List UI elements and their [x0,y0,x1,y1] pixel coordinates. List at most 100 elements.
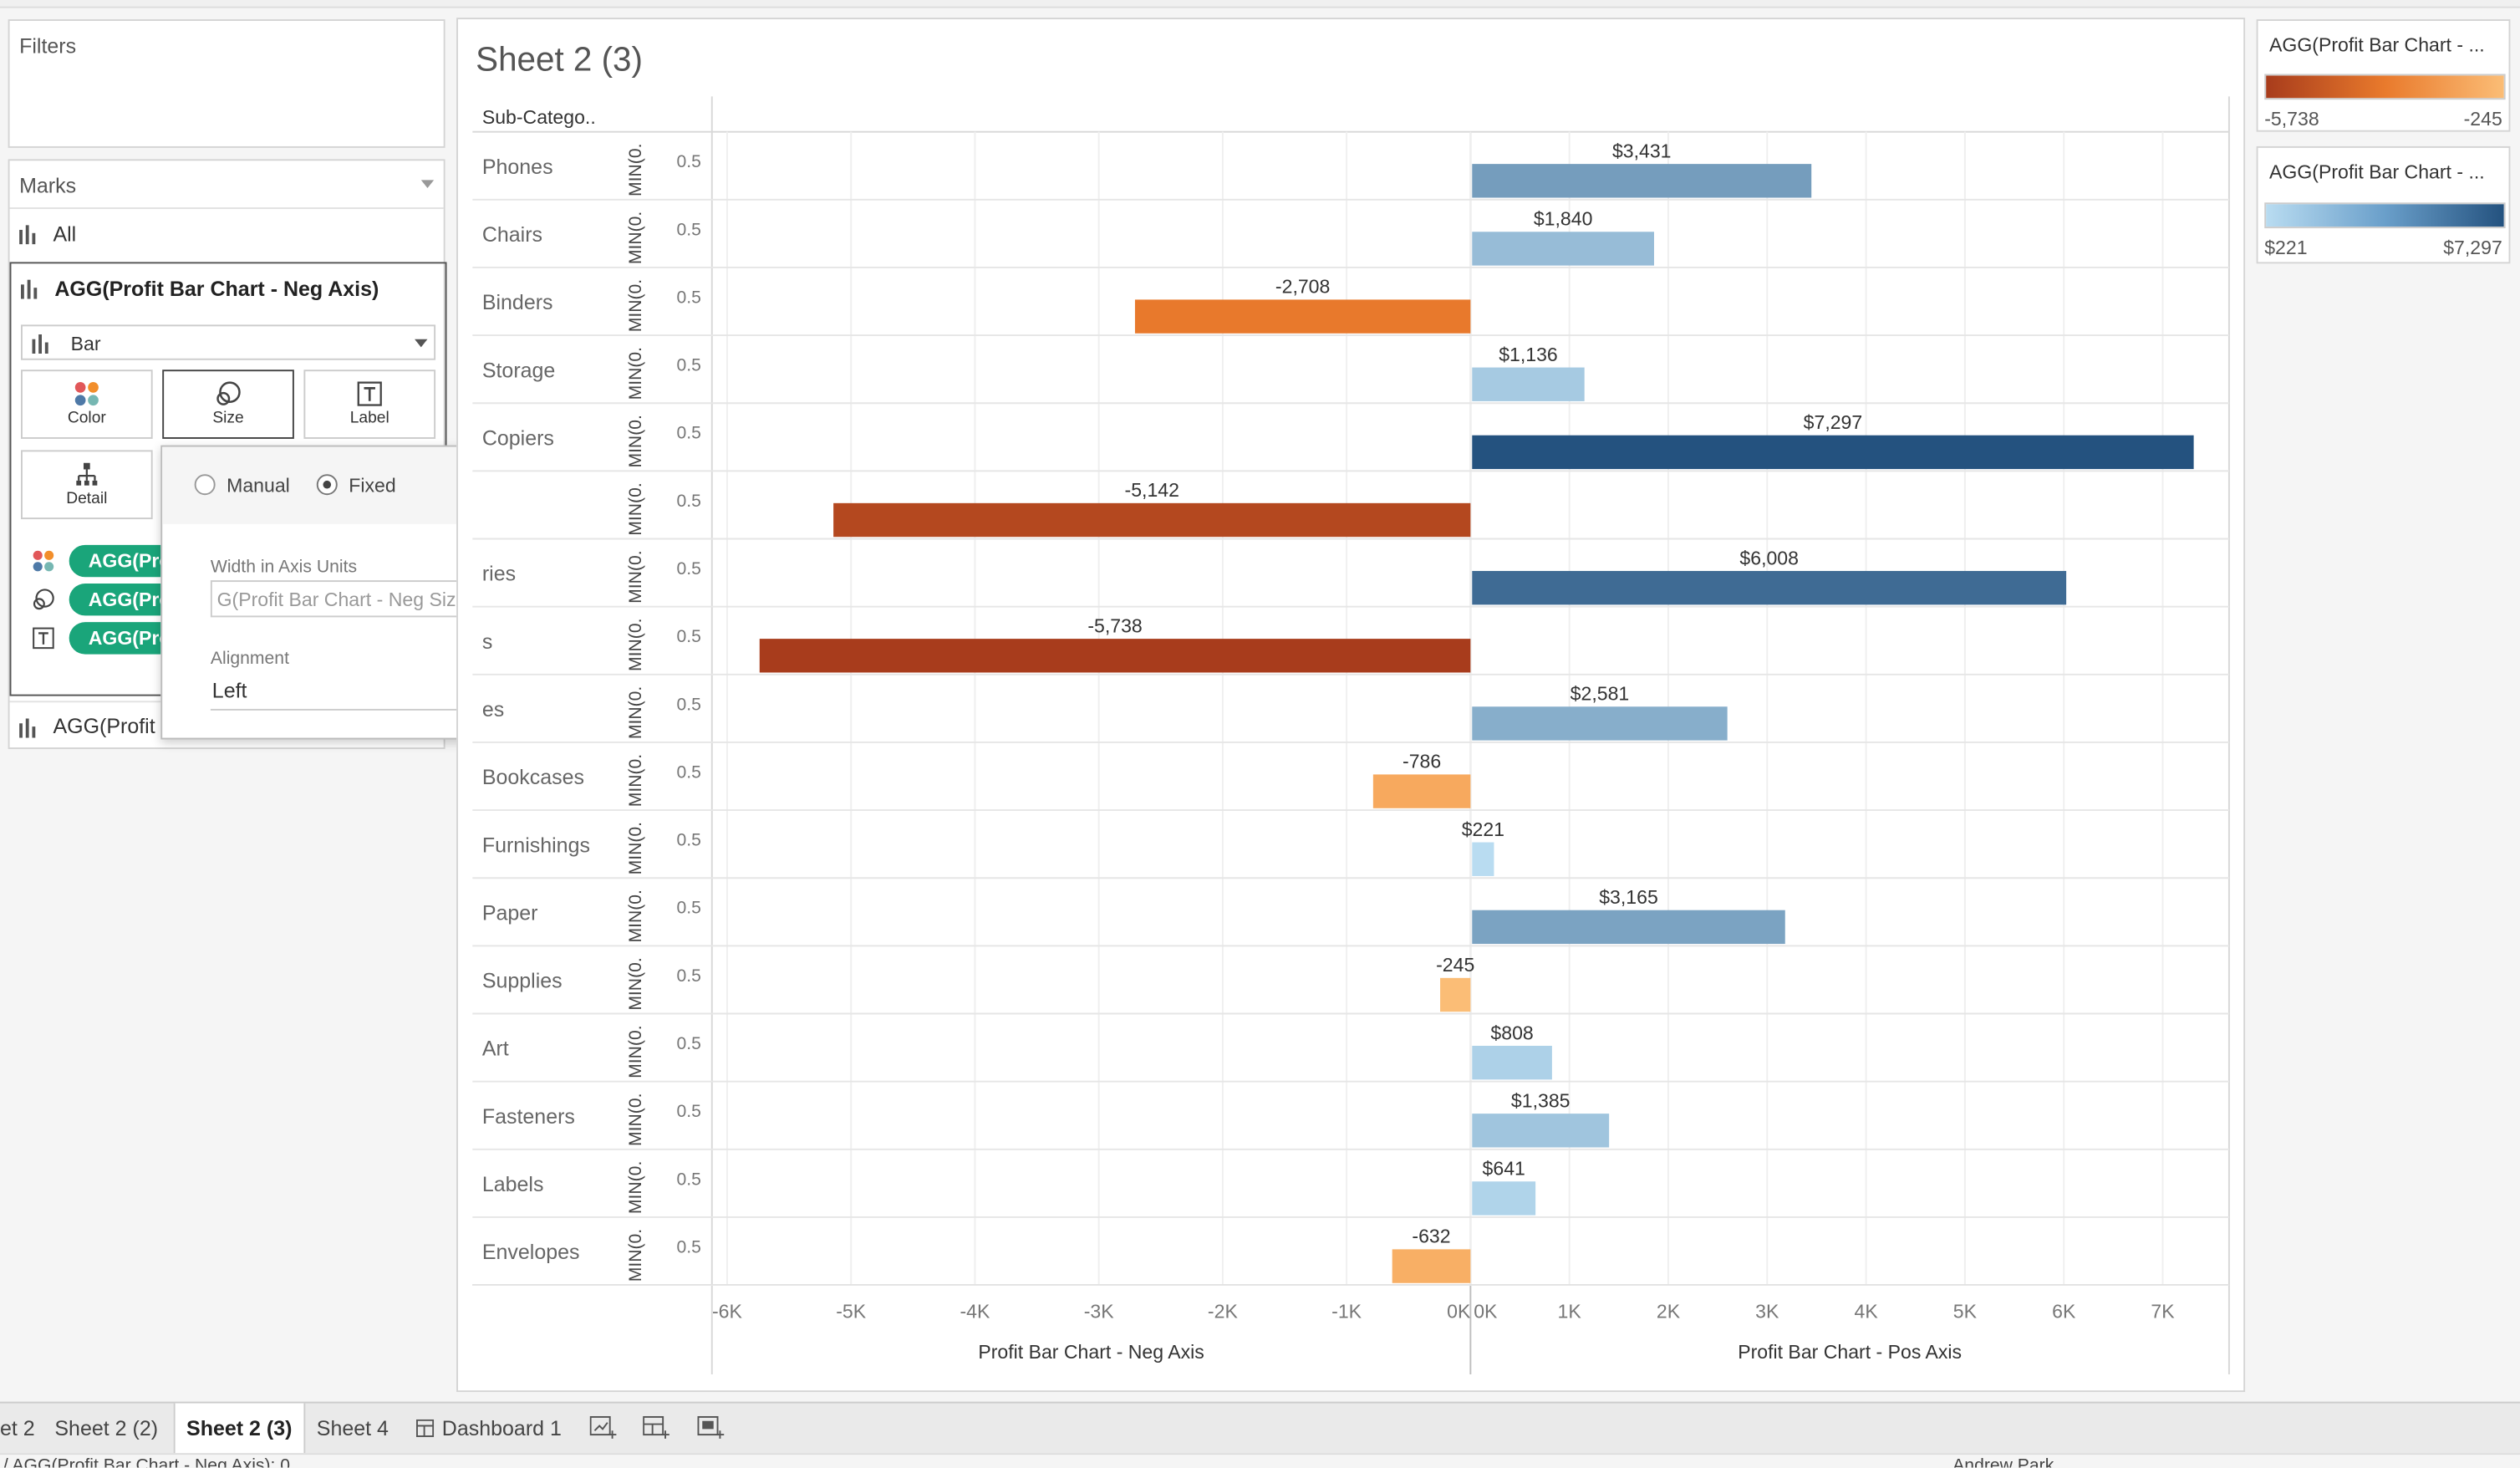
bar-value-label: $641 [1483,1158,1525,1180]
neg-tick-label: -6K [712,1301,743,1323]
row-axis-text: MIN(0. [626,1025,645,1078]
bar-value-label: $1,385 [1511,1089,1571,1111]
legend-pos-min: $221 [2264,236,2308,259]
chevron-down-icon [415,339,428,348]
pos-tick-label: 6K [2052,1301,2076,1323]
status-user[interactable]: Andrew Park [1952,1456,2054,1468]
neg-tick-label: -5K [836,1301,867,1323]
manual-radio-label: Manual [227,474,290,497]
row-axis-text: MIN(0. [626,482,645,535]
bar-value-label: -245 [1436,954,1474,976]
row-axis-tick: 0.5 [676,762,700,782]
row-axis-tick: 0.5 [676,356,700,375]
size-button[interactable]: Size [162,370,294,439]
row-category-label: Bookcases [482,766,584,789]
row-axis-text: MIN(0. [626,415,645,467]
row-axis-text: MIN(0. [626,347,645,400]
marks-layer-title: AGG(Profit Bar Chart - Neg Axis) [54,276,379,301]
dashboard-icon [416,1419,435,1437]
fixed-radio[interactable] [316,474,338,496]
row-category-label: Labels [482,1173,544,1196]
tab-dashboard-1[interactable]: Dashboard 1 [441,1415,562,1440]
bar-value-label: $7,297 [1804,411,1863,433]
row-axis-text: MIN(0. [626,754,645,807]
row-header-label: Sub-Catego.. [482,106,596,128]
color-button[interactable]: Color [20,370,153,439]
tab-bar [0,1401,2520,1454]
label-button-label: Label [349,410,389,428]
bar [1472,164,1812,198]
bar-value-label: $1,136 [1499,344,1558,365]
row-axis-tick: 0.5 [676,220,700,239]
mark-type-value: Bar [70,333,101,355]
tab-sheet-2[interactable]: et 2 [0,1415,35,1440]
manual-radio[interactable] [194,474,216,496]
bar-value-label: -5,142 [1125,479,1179,501]
chevron-down-icon[interactable] [420,180,435,188]
pos-tick-label: 7K [2151,1301,2175,1323]
bar-value-label: $1,840 [1534,208,1593,230]
neg-tick-label: 0K [1447,1301,1471,1323]
legend-pos: AGG(Profit Bar Chart - ... $221 $7,297 [2256,145,2511,264]
row-axis-text: MIN(0. [626,1229,645,1282]
detail-button-label: Detail [66,490,108,508]
bar [759,639,1471,673]
tab-sheet-2-2[interactable]: Sheet 2 (2) [54,1415,159,1440]
bar-chart-icon [32,334,48,354]
marks-layer-all[interactable]: All [9,207,444,256]
legend-neg: AGG(Profit Bar Chart - ... -5,738 -245 [2256,19,2511,132]
neg-tick-label: -3K [1084,1301,1115,1323]
filters-shelf[interactable]: Filters [8,19,445,148]
bar [1440,977,1471,1012]
row-axis-tick: 0.5 [676,1237,700,1256]
row-axis-tick: 0.5 [676,831,700,850]
fixed-radio-label: Fixed [349,474,396,497]
color-palette-icon [74,382,99,406]
bar-value-label: $2,581 [1571,683,1630,705]
size-button-label: Size [212,410,244,428]
bar [1472,232,1654,266]
bar-chart: Sub-Catego.. -6K -5K -4K -3K -2K -1K 0K 0K 1K 2K 3K… [472,96,2230,1374]
alignment-value: Left [211,678,247,703]
size-circles-icon [216,381,241,405]
sheet-view: Sheet 2 (3) [456,18,2246,1393]
row-category-label: Art [482,1037,509,1061]
bar [1472,1181,1536,1216]
row-axis-tick: 0.5 [676,492,700,511]
width-label: Width in Axis Units [210,558,358,578]
row-axis-text: MIN(0. [626,144,645,196]
row-category-label: Storage [482,359,556,382]
size-circles-icon [33,589,54,610]
tab-sheet-2-3[interactable]: Sheet 2 (3) [186,1415,293,1440]
new-worksheet-icon[interactable] [589,1414,618,1440]
row-axis-tick: 0.5 [676,899,700,918]
row-category-label: ries [482,563,516,586]
bar-value-label: $3,431 [1612,140,1672,161]
row-category-label: Furnishings [482,833,590,857]
row-category-label: Envelopes [482,1241,580,1264]
detail-button[interactable]: Detail [20,450,153,520]
bar [1134,299,1471,334]
pos-tick-label: 5K [1953,1301,1978,1323]
bar [1372,774,1471,808]
legend-neg-min: -5,738 [2264,107,2319,130]
new-dashboard-icon[interactable] [643,1414,670,1440]
color-button-label: Color [67,410,106,428]
row-axis-tick: 0.5 [676,152,700,171]
new-story-icon[interactable] [697,1414,725,1440]
tab-sheet-4[interactable]: Sheet 4 [316,1415,389,1440]
bar-value-label: -632 [1412,1226,1450,1247]
row-category-label: Fasteners [482,1105,575,1129]
label-button[interactable]: Label [303,370,436,439]
bar-value-label: $808 [1490,1022,1533,1043]
row-axis-tick: 0.5 [676,1170,700,1189]
alignment-label: Alignment [210,649,289,669]
mark-type-dropdown[interactable]: Bar [20,324,436,360]
row-axis-text: MIN(0. [626,822,645,874]
row-category-label: Paper [482,901,538,925]
row-category-label: Copiers [482,426,554,450]
bar-chart-icon [20,279,38,299]
row-category-label: Binders [482,291,553,314]
row-axis-text: MIN(0. [626,1161,645,1214]
row-axis-text: MIN(0. [626,1093,645,1146]
